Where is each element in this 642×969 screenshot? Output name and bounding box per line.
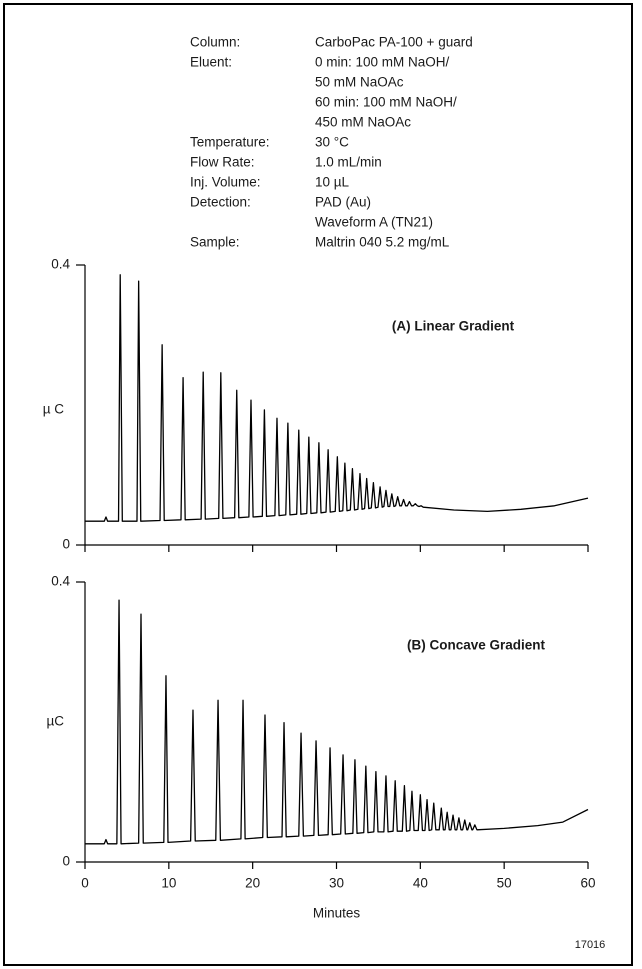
y-tick-label: 0 bbox=[62, 537, 70, 552]
x-tick-label: 10 bbox=[161, 876, 176, 891]
condition-label: Flow Rate: bbox=[190, 155, 255, 170]
chromatogram-trace bbox=[85, 274, 589, 522]
x-tick-label: 50 bbox=[497, 876, 512, 891]
condition-value: 60 min: 100 mM NaOH/ bbox=[315, 95, 457, 110]
chromatogram-trace bbox=[85, 599, 589, 845]
y-tick-label: 0.4 bbox=[51, 574, 70, 589]
x-tick-label: 60 bbox=[580, 876, 595, 891]
condition-label: Inj. Volume: bbox=[190, 175, 261, 190]
x-tick-label: 40 bbox=[413, 876, 428, 891]
condition-value: 50 mM NaOAc bbox=[315, 75, 404, 90]
condition-value: PAD (Au) bbox=[315, 195, 371, 210]
figure-number: 17016 bbox=[575, 939, 606, 951]
x-tick-label: 0 bbox=[81, 876, 89, 891]
condition-label: Sample: bbox=[190, 235, 240, 250]
condition-value: 0 min: 100 mM NaOH/ bbox=[315, 55, 450, 70]
x-tick-label: 20 bbox=[245, 876, 260, 891]
condition-label: Detection: bbox=[190, 195, 251, 210]
condition-value: Maltrin 040 5.2 mg/mL bbox=[315, 235, 450, 250]
condition-value: 30 °C bbox=[315, 135, 349, 150]
condition-label: Column: bbox=[190, 35, 240, 50]
y-axis-label: µ C bbox=[43, 402, 65, 417]
condition-value: CarboPac PA-100 + guard bbox=[315, 35, 473, 50]
x-tick-label: 30 bbox=[329, 876, 344, 891]
annotation: (B) Concave Gradient bbox=[407, 638, 546, 653]
condition-label: Temperature: bbox=[190, 135, 270, 150]
annotation: (A) Linear Gradient bbox=[392, 319, 515, 334]
frame bbox=[3, 3, 633, 966]
condition-value: 10 µL bbox=[315, 175, 350, 190]
condition-label: Eluent: bbox=[190, 55, 232, 70]
y-axis-label: µC bbox=[46, 714, 64, 729]
condition-value: Waveform A (TN21) bbox=[315, 215, 433, 230]
y-tick-label: 0.4 bbox=[51, 257, 70, 272]
condition-value: 450 mM NaOAc bbox=[315, 115, 411, 130]
x-axis-label: Minutes bbox=[313, 906, 361, 921]
y-tick-label: 0 bbox=[62, 854, 70, 869]
condition-value: 1.0 mL/min bbox=[315, 155, 382, 170]
